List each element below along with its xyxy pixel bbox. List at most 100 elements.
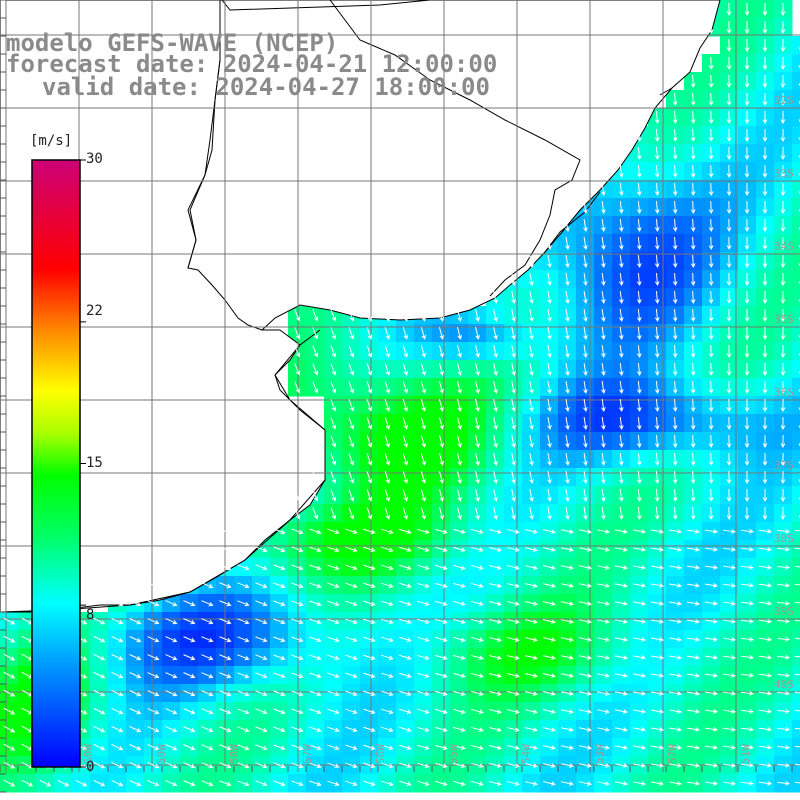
wind-arrow bbox=[565, 218, 570, 232]
wind-arrow bbox=[435, 618, 448, 625]
wind-arrow bbox=[273, 672, 286, 679]
wind-arrow bbox=[601, 272, 606, 286]
wind-arrow bbox=[583, 326, 588, 340]
wind-arrow bbox=[744, 92, 750, 107]
colorbar-tick-15: 15 bbox=[86, 455, 103, 471]
wind-arrow bbox=[183, 600, 196, 607]
wind-arrow bbox=[475, 453, 480, 466]
wind-arrow bbox=[309, 582, 322, 589]
latitude-label: 35S bbox=[774, 313, 794, 326]
wind-arrow bbox=[744, 74, 750, 89]
wind-arrow bbox=[453, 672, 466, 678]
wind-arrow bbox=[722, 565, 736, 570]
wind-arrow bbox=[417, 654, 430, 661]
wind-arrow bbox=[417, 582, 430, 589]
wind-arrow bbox=[420, 507, 427, 520]
wind-arrow bbox=[636, 506, 642, 521]
wind-arrow bbox=[690, 164, 696, 179]
wind-arrow bbox=[111, 653, 124, 661]
wind-arrow bbox=[708, 92, 714, 107]
wind-arrow bbox=[507, 727, 520, 732]
wind-arrow bbox=[565, 344, 570, 358]
wind-arrow bbox=[309, 690, 322, 697]
wind-arrow bbox=[507, 763, 520, 768]
wind-cell bbox=[792, 108, 800, 127]
wind-arrow bbox=[402, 381, 409, 394]
wind-arrow bbox=[507, 781, 520, 786]
wind-arrow bbox=[744, 506, 750, 521]
wind-arrow bbox=[475, 381, 480, 394]
wind-arrow bbox=[686, 529, 700, 534]
wind-arrow bbox=[3, 725, 16, 733]
longitude-label: 51W bbox=[739, 744, 752, 764]
wind-arrow bbox=[780, 434, 786, 449]
wind-arrow bbox=[420, 435, 427, 448]
wind-arrow bbox=[420, 309, 427, 322]
wind-cell bbox=[792, 306, 800, 325]
wind-arrow bbox=[417, 528, 430, 535]
wind-arrow bbox=[363, 636, 376, 643]
wind-arrow bbox=[597, 547, 610, 552]
latitude-label: 36S bbox=[774, 386, 794, 399]
wind-cell bbox=[792, 162, 800, 181]
wind-arrow bbox=[672, 218, 678, 233]
wind-arrow bbox=[381, 708, 394, 715]
wind-arrow bbox=[740, 655, 754, 660]
wind-arrow bbox=[636, 236, 642, 251]
wind-arrow bbox=[722, 673, 736, 678]
wind-arrow bbox=[327, 528, 340, 535]
wind-arrow bbox=[726, 164, 732, 179]
wind-arrow bbox=[565, 326, 570, 340]
wind-arrow bbox=[511, 273, 516, 286]
wind-arrow bbox=[381, 744, 394, 751]
wind-arrow bbox=[309, 744, 322, 751]
wind-arrow bbox=[345, 546, 358, 553]
wind-arrow bbox=[219, 690, 232, 697]
wind-arrow bbox=[565, 506, 570, 520]
wind-arrow bbox=[758, 762, 772, 768]
wind-arrow bbox=[384, 345, 391, 358]
wind-cell bbox=[792, 396, 800, 415]
wind-arrow bbox=[475, 363, 480, 376]
wind-arrow bbox=[129, 618, 142, 625]
wind-arrow bbox=[435, 546, 448, 553]
wind-arrow bbox=[654, 290, 660, 305]
wind-arrow bbox=[111, 725, 124, 733]
wind-arrow bbox=[776, 582, 791, 588]
wind-arrow bbox=[511, 345, 516, 358]
wind-arrow bbox=[561, 637, 574, 642]
wind-arrow bbox=[309, 654, 322, 661]
wind-arrow bbox=[327, 546, 340, 553]
wind-arrow bbox=[237, 564, 250, 571]
wind-arrow bbox=[668, 565, 682, 570]
wind-arrow bbox=[726, 146, 732, 161]
wind-arrow bbox=[381, 564, 394, 571]
wind-arrow bbox=[291, 618, 304, 625]
wind-arrow bbox=[219, 600, 232, 607]
wind-arrow bbox=[402, 453, 409, 466]
wind-arrow bbox=[651, 619, 664, 624]
wind-arrow bbox=[543, 547, 556, 552]
wind-arrow bbox=[704, 565, 718, 570]
wind-arrow bbox=[219, 744, 232, 751]
wind-arrow bbox=[525, 547, 538, 552]
wind-cell bbox=[792, 54, 800, 73]
wind-cell bbox=[792, 234, 800, 253]
wind-arrow bbox=[740, 619, 754, 624]
longitude-label: 52W bbox=[666, 744, 679, 764]
wind-arrow bbox=[438, 489, 444, 502]
wind-arrow bbox=[758, 654, 772, 660]
wind-arrow bbox=[417, 564, 430, 571]
wind-arrow bbox=[543, 637, 556, 642]
wind-arrow bbox=[363, 654, 376, 661]
wind-arrow bbox=[348, 345, 355, 358]
wind-arrow bbox=[780, 290, 786, 305]
wind-arrow bbox=[273, 762, 286, 769]
wind-arrow bbox=[668, 745, 682, 750]
wind-arrow bbox=[726, 74, 732, 89]
wind-arrow bbox=[726, 182, 732, 197]
wind-arrow bbox=[708, 110, 714, 125]
wind-arrow bbox=[489, 601, 502, 606]
wind-arrow bbox=[3, 635, 16, 643]
wind-arrow bbox=[744, 344, 750, 359]
